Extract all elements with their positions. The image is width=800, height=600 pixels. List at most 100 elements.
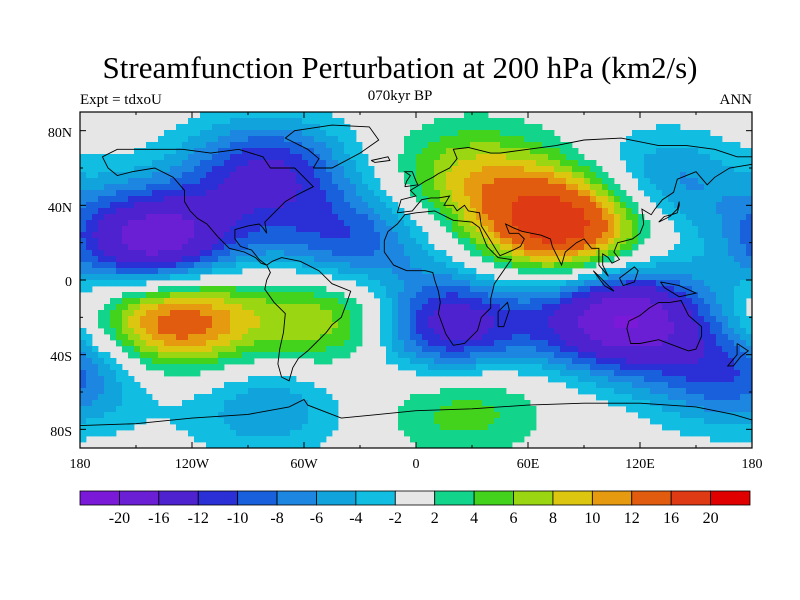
field-cell (260, 406, 267, 413)
field-cell (170, 328, 177, 335)
field-cell (734, 142, 741, 149)
field-cell (398, 292, 405, 299)
field-cell (686, 184, 693, 191)
field-cell (260, 430, 267, 437)
field-cell (722, 340, 729, 347)
field-cell (692, 328, 699, 335)
field-cell (284, 328, 291, 335)
field-cell (290, 244, 297, 251)
field-cell (290, 436, 297, 443)
field-cell (230, 190, 237, 197)
field-cell (176, 244, 183, 251)
field-cell (458, 316, 465, 323)
field-cell (416, 436, 423, 443)
field-cell (632, 208, 639, 215)
field-cell (512, 418, 519, 425)
field-cell (428, 262, 435, 269)
field-cell (740, 298, 747, 305)
field-cell (452, 442, 459, 448)
field-cell (464, 358, 471, 365)
field-cell (728, 172, 735, 179)
field-cell (212, 388, 219, 395)
axis-ticks (79, 112, 753, 448)
field-cell (380, 256, 387, 263)
field-cell (530, 226, 537, 233)
field-cell (494, 118, 501, 125)
field-cell (488, 352, 495, 359)
field-cell (206, 256, 213, 263)
field-cell (350, 256, 357, 263)
field-cell (698, 196, 705, 203)
field-cell (638, 358, 645, 365)
field-cell (584, 160, 591, 167)
field-cell (284, 352, 291, 359)
field-cell (500, 250, 507, 257)
field-cell (380, 328, 387, 335)
field-cell (158, 250, 165, 257)
field-cell (86, 184, 93, 191)
field-cell (140, 178, 147, 185)
field-cell (218, 340, 225, 347)
field-cell (206, 226, 213, 233)
field-cell (722, 364, 729, 371)
field-cell (128, 190, 135, 197)
field-cell (104, 208, 111, 215)
field-cell (470, 304, 477, 311)
field-cell (104, 274, 111, 281)
field-cell (614, 370, 621, 377)
field-cell (314, 430, 321, 437)
field-cell (428, 256, 435, 263)
field-cell (692, 238, 699, 245)
field-cell (140, 340, 147, 347)
field-cell (212, 352, 219, 359)
field-cell (488, 340, 495, 347)
field-cell (452, 280, 459, 287)
field-cell (182, 220, 189, 227)
field-cell (314, 142, 321, 149)
field-cell (710, 310, 717, 317)
field-cell (668, 322, 675, 329)
field-cell (740, 160, 747, 167)
field-cell (392, 328, 399, 335)
field-cell (158, 214, 165, 221)
field-cell (158, 226, 165, 233)
field-cell (224, 232, 231, 239)
field-cell (212, 316, 219, 323)
field-cell (230, 334, 237, 341)
field-cell (536, 190, 543, 197)
field-cell (494, 322, 501, 329)
field-cell (614, 274, 621, 281)
field-cell (512, 430, 519, 437)
field-cell (86, 280, 93, 287)
field-cell (596, 346, 603, 353)
field-cell (590, 160, 597, 167)
field-cell (740, 250, 747, 257)
coastline (619, 266, 639, 287)
field-cell (566, 340, 573, 347)
field-cell (128, 418, 135, 425)
field-cell (326, 412, 333, 419)
field-cell (254, 388, 261, 395)
field-cell (152, 142, 159, 149)
field-cell (650, 376, 657, 383)
field-cell (308, 328, 315, 335)
field-cell (386, 292, 393, 299)
field-cell (344, 130, 351, 137)
field-cell (434, 286, 441, 293)
field-cell (422, 352, 429, 359)
field-cell (116, 196, 123, 203)
field-cell (608, 274, 615, 281)
field-cell (638, 130, 645, 137)
field-cell (344, 244, 351, 251)
field-cell (224, 118, 231, 125)
field-cell (326, 226, 333, 233)
field-cell (686, 400, 693, 407)
field-cell (380, 208, 387, 215)
field-cell (296, 304, 303, 311)
field-cell (104, 376, 111, 383)
field-cell (194, 292, 201, 299)
field-cell (284, 154, 291, 161)
field-cell (434, 142, 441, 149)
field-cell (278, 154, 285, 161)
field-cell (302, 268, 309, 275)
